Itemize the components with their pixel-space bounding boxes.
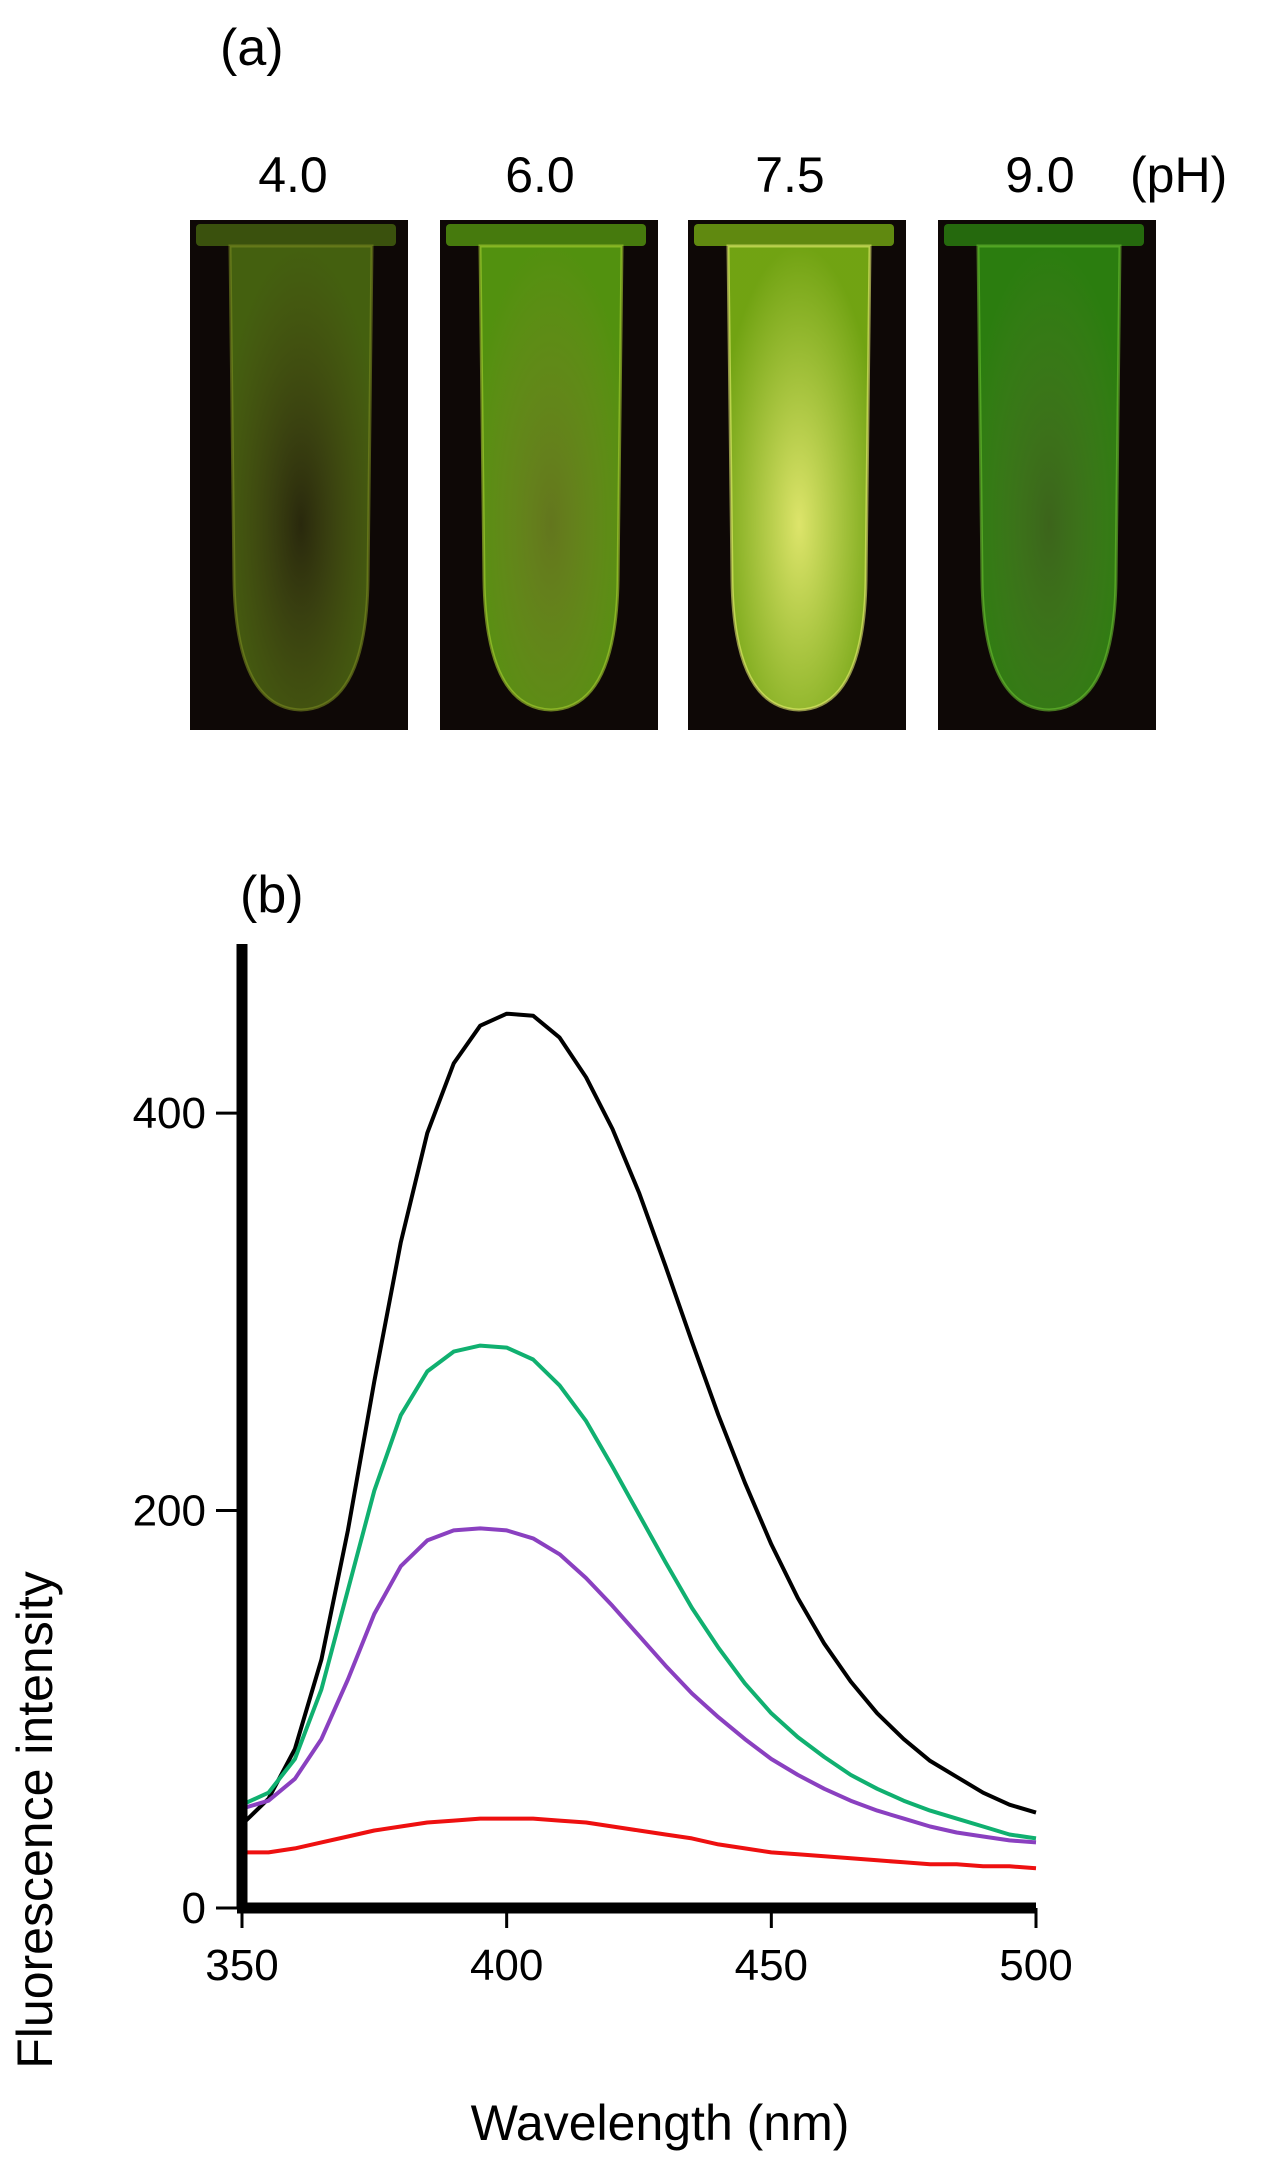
series-line-2 — [241, 1343, 1037, 1841]
x-tick-label: 450 — [735, 1941, 808, 1990]
series-line-1 — [240, 1011, 1037, 1826]
panel-b-label: (b) — [240, 866, 304, 924]
panel-a: (a) 4.0 6.0 7.5 9.0 (pH) — [0, 0, 1272, 760]
panel-b: (b) 350 400 450 500 0 200 400 Wavelength (nm) … — [0, 760, 1272, 2157]
tube-photo-4 — [938, 220, 1156, 730]
y-tick-label: 0 — [182, 1884, 206, 1933]
x-tick-label: 350 — [205, 1941, 278, 1990]
tube-3-drawing — [694, 224, 894, 712]
ph-unit-label: (pH) — [1130, 147, 1228, 203]
x-tick-label: 400 — [470, 1941, 543, 1990]
series-line-4 — [242, 1816, 1037, 1871]
tube-body-icon — [976, 244, 1122, 712]
ph-label-3: 7.5 — [755, 147, 825, 203]
x-axis-title: Wavelength (nm) — [471, 2095, 850, 2151]
series-line-3 — [241, 1526, 1037, 1845]
y-axis-title: Fluorescence intensity — [7, 1571, 63, 2068]
tube-4-drawing — [944, 224, 1144, 712]
tube-photo-3 — [688, 220, 906, 730]
tube-body-icon — [228, 244, 374, 712]
y-tick-label: 200 — [133, 1487, 206, 1536]
tube-photo-1 — [190, 220, 408, 730]
tube-2-drawing — [446, 224, 646, 712]
tube-cap-icon — [196, 224, 396, 246]
tube-cap-icon — [446, 224, 646, 246]
tube-1-drawing — [196, 224, 396, 712]
tube-cap-icon — [694, 224, 894, 246]
x-tick-label: 500 — [999, 1941, 1072, 1990]
panel-a-label: (a) — [220, 19, 284, 77]
tube-photo-2 — [440, 220, 658, 730]
ph-label-4: 9.0 — [1005, 147, 1075, 203]
ph-label-1: 4.0 — [258, 147, 328, 203]
tube-body-icon — [478, 244, 624, 712]
tube-cap-icon — [944, 224, 1144, 246]
ph-label-2: 6.0 — [505, 147, 575, 203]
tube-body-icon — [726, 244, 872, 712]
y-tick-label: 400 — [133, 1089, 206, 1138]
